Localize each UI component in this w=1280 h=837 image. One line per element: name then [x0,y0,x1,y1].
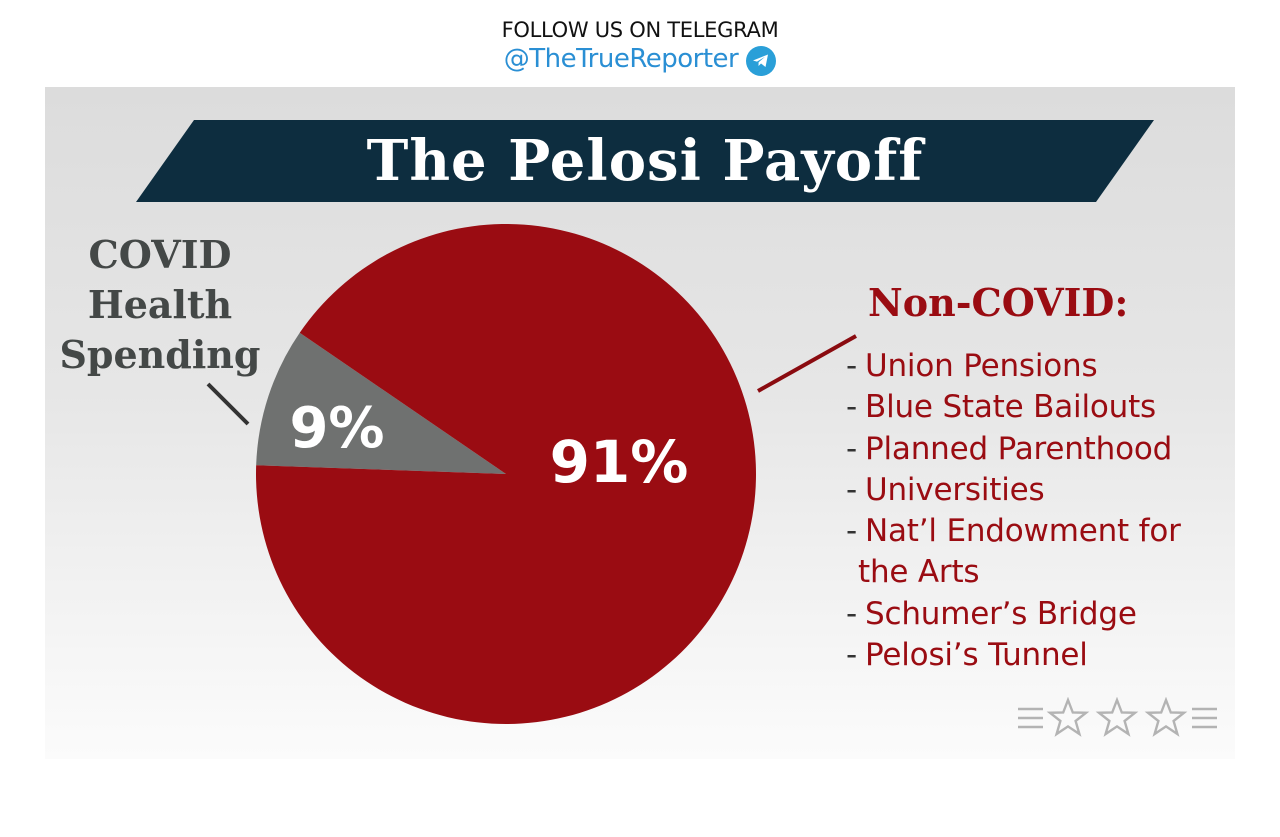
pie-value-label-non-covid: 91% [550,428,689,496]
list-dash: - [846,513,857,550]
list-item: - Planned Parenthood [846,429,1181,470]
covid-label-line-2: Health [87,282,233,327]
covid-label-line-1: COVID [88,232,232,277]
noncovid-leader-line [757,334,857,393]
list-dash: - [846,430,857,467]
chart-title: The Pelosi Payoff [366,128,924,194]
list-item: - Universities [846,470,1181,511]
list-dash: - [846,348,857,384]
list-item-text: Nat’l Endowment for [865,513,1181,550]
telegram-handle-row[interactable]: @TheTrueReporter [0,42,1280,76]
list-dash: - [846,471,857,508]
pie-slice-covid [256,332,506,474]
list-item: - Nat’l Endowment for [846,511,1181,552]
list-dash: - [846,595,857,632]
list-item-text: Union Pensions [865,348,1098,384]
list-item: - Union Pensions [846,346,1181,387]
non-covid-list: - Union Pensions - Blue State Bailouts - Pl… [846,346,1181,676]
list-item-text: the Arts [858,554,980,591]
list-item-text: Planned Parenthood [865,430,1173,467]
list-item-text: Pelosi’s Tunnel [865,637,1088,674]
list-item: - Blue State Bailouts [846,387,1181,428]
pie-slice-non-covid [256,223,756,725]
covid-health-spending-label: COVID Health Spending [50,230,270,380]
covid-leader-line [206,382,250,426]
list-item: the Arts [846,552,1181,593]
list-item: - Schumer’s Bridge [846,594,1181,635]
list-item-text: Schumer’s Bridge [865,595,1137,632]
telegram-handle[interactable]: @TheTrueReporter [503,44,739,74]
list-item-text: Universities [865,471,1045,508]
pie-value-label-covid: 9% [289,396,384,461]
telegram-icon[interactable] [746,46,777,76]
list-item-text: Blue State Bailouts [865,389,1156,426]
follow-us-text: FOLLOW US ON TELEGRAM [501,18,779,42]
list-item: - Pelosi’s Tunnel [846,635,1181,676]
list-dash: - [846,637,857,674]
stars-divider-icon [1018,697,1217,737]
title-banner: The Pelosi Payoff [136,120,1154,202]
non-covid-title: Non-COVID: [868,280,1129,325]
list-dash: - [846,389,857,426]
covid-label-line-3: Spending [59,332,261,377]
